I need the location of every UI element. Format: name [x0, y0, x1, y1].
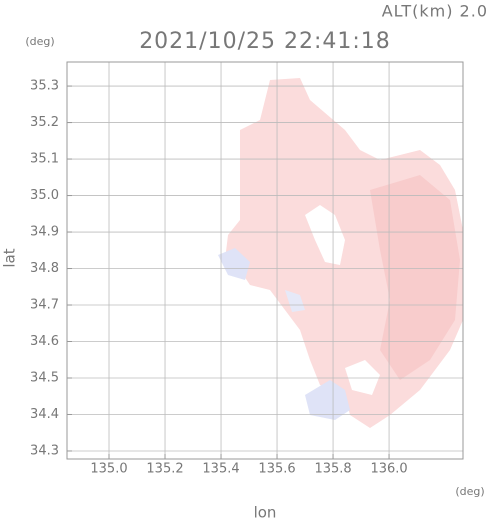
negative-echo: [305, 380, 350, 420]
axes: 135.0 135.2 135.4 135.6 135.8 136.0 34.3 34.4 34…: [30, 62, 463, 477]
y-tick-label: 34.4: [30, 407, 59, 422]
y-tick-label: 34.7: [30, 298, 59, 313]
plot-frame: [66, 61, 464, 460]
y-axis-label: lat: [1, 248, 19, 267]
y-tick-label: 34.3: [30, 443, 59, 458]
y-tick-label: 34.5: [30, 370, 59, 385]
y-tick-label: 34.8: [30, 261, 59, 276]
x-tick-label: 136.0: [370, 462, 407, 477]
y-tick-label: 35.1: [30, 152, 59, 167]
x-tick-label: 135.6: [258, 462, 295, 477]
negative-echo: [285, 290, 305, 312]
x-axis-label: lon: [254, 504, 277, 521]
no-echo-area: [305, 205, 345, 265]
x-tick-label: 135.8: [314, 462, 351, 477]
echo-stronger: [370, 175, 460, 380]
x-tick-label: 135.2: [146, 462, 183, 477]
radar-field: [218, 78, 463, 428]
y-tick-label: 34.6: [30, 334, 59, 349]
y-tick-label: 35.2: [30, 115, 59, 130]
y-unit: (deg): [25, 35, 54, 48]
no-echo-area: [345, 360, 380, 395]
y-tick-label: 35.3: [30, 79, 59, 94]
x-unit: (deg): [455, 485, 484, 498]
y-tick-label: 34.9: [30, 225, 59, 240]
negative-echo: [218, 248, 250, 280]
y-tick-label: 35.0: [30, 188, 59, 203]
x-tick-label: 135.0: [90, 462, 127, 477]
chart-title: 2021/10/25 22:41:18: [139, 29, 391, 54]
x-tick-label: 135.4: [202, 462, 239, 477]
altitude-label: ALT(km) 2.0: [382, 2, 488, 21]
